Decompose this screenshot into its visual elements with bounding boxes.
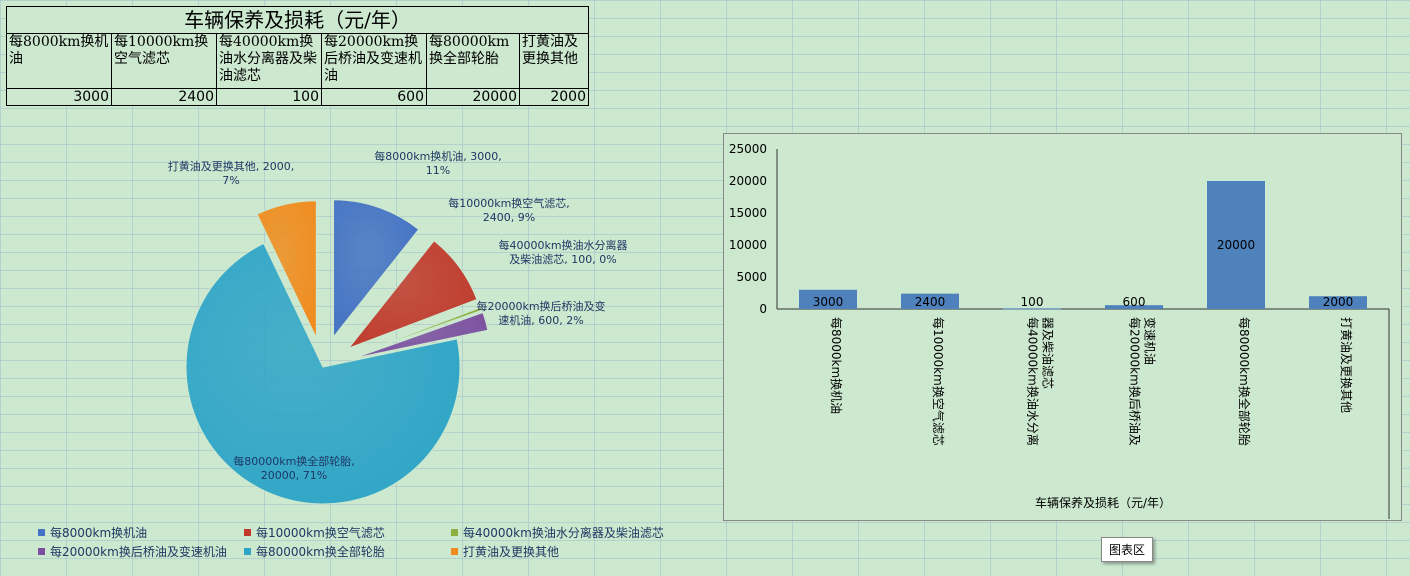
pie-chart[interactable]: 每8000km换机油, 3000, 11% 每10000km换空气滤芯, 2400, … [0, 130, 690, 572]
legend-item[interactable]: 每40000km换油水分离器及柴油滤芯 [451, 524, 664, 541]
pie-slice[interactable] [353, 311, 489, 359]
bar[interactable] [901, 293, 959, 309]
bar-data-label: 600 [1123, 295, 1146, 309]
bar-chart-area[interactable]: 0 5000 10000 15000 20000 25000 3000 每8000km换机油 2… [723, 133, 1402, 521]
svg-text:每10000km换空气滤芯: 每10000km换空气滤芯 [931, 317, 946, 446]
bar-data-label: 2000 [1323, 295, 1354, 309]
pie-chart-area[interactable]: 每8000km换机油, 3000, 11% 每10000km换空气滤芯, 2400, … [0, 130, 690, 572]
pie-slice[interactable] [333, 199, 420, 339]
x-tick-label: 每10000km换空气滤芯 [931, 317, 946, 446]
legend-label: 每80000km换全部轮胎 [256, 545, 385, 559]
y-tick-label: 10000 [729, 238, 767, 252]
x-tick-label: 打黄油及更换其他 [1339, 317, 1353, 413]
bar[interactable] [799, 289, 857, 309]
pie-data-label: 每40000km换油水分离器及柴油滤芯, 100, 0% [498, 238, 627, 266]
pie-slice[interactable] [352, 306, 483, 357]
legend-item[interactable]: 打黄油及更换其他 [451, 543, 559, 560]
y-tick-label: 5000 [736, 270, 767, 284]
value-cell[interactable]: 20000 [426, 88, 520, 106]
bar[interactable] [1003, 308, 1061, 310]
bar-data-label: 20000 [1217, 238, 1255, 252]
pie-data-label: 每80000km换全部轮胎, 20000, 71% [233, 454, 355, 482]
svg-text:每40000km换油水分离器及柴油滤芯: 每40000km换油水分离器及柴油滤芯 [1026, 317, 1055, 446]
legend-swatch [244, 548, 251, 555]
svg-text:每20000km换后桥油及变速机油: 每20000km换后桥油及变速机油 [1128, 317, 1158, 446]
bar-chart[interactable]: 0 5000 10000 15000 20000 25000 3000 每8000km换机油 2… [724, 134, 1401, 520]
pie-slice[interactable] [347, 240, 478, 350]
legend-label: 每10000km换空气滤芯 [256, 526, 385, 540]
header-cell[interactable]: 每10000km换空气滤芯 [111, 33, 217, 89]
y-tick-label: 25000 [729, 142, 767, 156]
value-cell[interactable]: 2000 [519, 88, 589, 106]
y-tick-label: 15000 [729, 206, 767, 220]
header-cell[interactable]: 每20000km换后桥油及变速机油 [321, 33, 427, 89]
value-cell[interactable]: 2400 [111, 88, 217, 106]
data-table: 车辆保养及损耗（元/年） 每8000km换机油 每10000km换空气滤芯 每4… [6, 6, 589, 106]
legend-swatch [38, 548, 45, 555]
legend-item[interactable]: 每20000km换后桥油及变速机油 [38, 543, 227, 560]
pie-data-label: 每10000km换空气滤芯, 2400, 9% [448, 196, 570, 224]
svg-text:每8000km换机油: 每8000km换机油 [829, 317, 844, 414]
svg-text:每80000km换全部轮胎: 每80000km换全部轮胎 [1237, 317, 1252, 446]
pie-slice[interactable] [185, 242, 461, 505]
x-tick-label: 每40000km换油水分离器及柴油滤芯 [1026, 317, 1055, 446]
x-tick-label: 每20000km换后桥油及变速机油 [1128, 317, 1158, 446]
bar-data-label: 2400 [915, 295, 946, 309]
header-cell[interactable]: 每40000km换油水分离器及柴油滤芯 [216, 33, 322, 89]
legend-label: 每20000km换后桥油及变速机油 [50, 545, 227, 559]
header-cell[interactable]: 每80000km换全部轮胎 [426, 33, 520, 89]
legend-swatch [451, 529, 458, 536]
y-tick-label: 0 [759, 302, 767, 316]
bar-data-label: 3000 [813, 295, 844, 309]
bar[interactable] [1105, 305, 1163, 309]
bar[interactable] [1309, 296, 1367, 309]
legend-item[interactable]: 每10000km换空气滤芯 [244, 524, 385, 541]
x-axis-title: 车辆保养及损耗（元/年） [1035, 495, 1171, 510]
pie-data-label: 每20000km换后桥油及变速机油, 600, 2% [476, 299, 605, 327]
legend-label: 打黄油及更换其他 [463, 545, 560, 559]
x-tick-label: 每80000km换全部轮胎 [1237, 317, 1252, 446]
bar-data-label: 100 [1021, 295, 1044, 309]
pie-slice[interactable] [256, 200, 317, 338]
chart-area-tooltip: 图表区 [1101, 537, 1154, 562]
value-cell[interactable]: 600 [321, 88, 427, 106]
pie-data-label: 打黄油及更换其他, 2000, 7% [168, 159, 294, 187]
legend-item[interactable]: 每8000km换机油 [38, 524, 147, 541]
svg-text:打黄油及更换其他: 打黄油及更换其他 [1339, 317, 1353, 413]
legend-label: 每8000km换机油 [50, 526, 148, 540]
legend-swatch [244, 529, 251, 536]
x-tick-label: 每8000km换机油 [829, 317, 844, 414]
legend-swatch [451, 548, 458, 555]
bar[interactable] [1207, 181, 1265, 309]
value-cell[interactable]: 3000 [6, 88, 112, 106]
header-cell[interactable]: 打黄油及更换其他 [519, 33, 589, 89]
legend-label: 每40000km换油水分离器及柴油滤芯 [463, 526, 664, 540]
y-tick-label: 20000 [729, 174, 767, 188]
pie-data-label: 每8000km换机油, 3000, 11% [374, 149, 502, 177]
header-cell[interactable]: 每8000km换机油 [6, 33, 112, 89]
legend-swatch [38, 529, 45, 536]
table-title: 车辆保养及损耗（元/年） [6, 6, 589, 34]
legend-item[interactable]: 每80000km换全部轮胎 [244, 543, 385, 560]
value-cell[interactable]: 100 [216, 88, 322, 106]
